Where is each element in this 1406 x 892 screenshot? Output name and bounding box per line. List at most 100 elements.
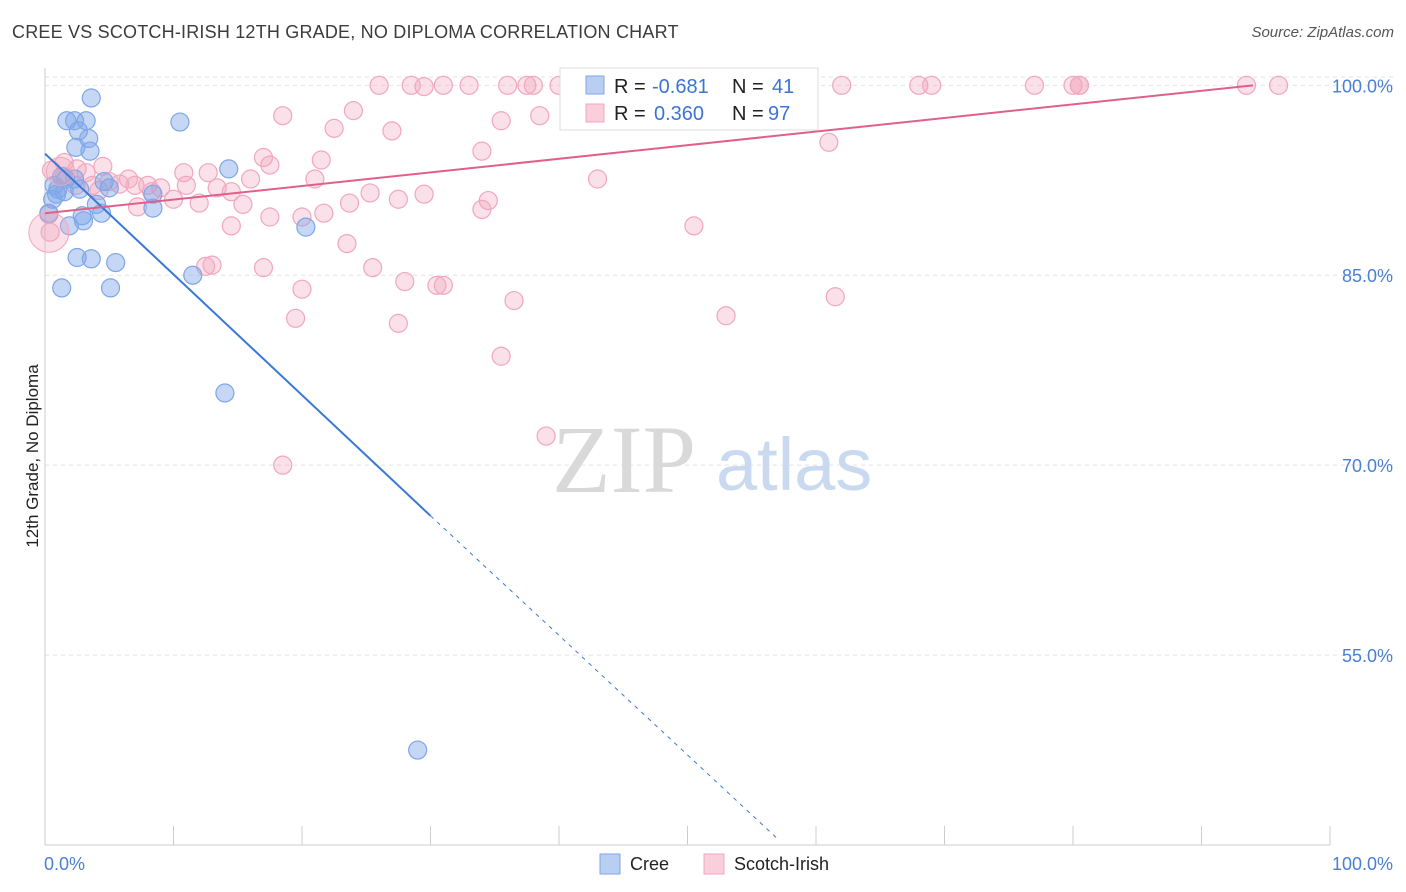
scotch-irish-point bbox=[395, 271, 415, 292]
cree-point bbox=[99, 178, 119, 198]
x-tick-label: 0.0% bbox=[44, 854, 85, 874]
watermark-atlas: atlas bbox=[716, 423, 872, 506]
scotch-irish-point bbox=[76, 163, 96, 183]
scotch-irish-point bbox=[1063, 75, 1083, 95]
y-tick-label: 85.0% bbox=[1342, 266, 1393, 286]
scotch-irish-point bbox=[517, 75, 537, 95]
cree-point bbox=[52, 278, 72, 298]
scotch-irish-point bbox=[825, 287, 845, 307]
scotch-irish-point bbox=[221, 216, 241, 236]
scotch-irish-point bbox=[198, 163, 218, 183]
scotch-irish-point bbox=[285, 308, 306, 328]
x-tick-label: 100.0% bbox=[1332, 854, 1393, 874]
scotch-irish-point bbox=[292, 207, 312, 227]
scotch-irish-point bbox=[536, 426, 556, 446]
scotch-irish-point bbox=[684, 216, 704, 236]
cree-point bbox=[143, 184, 163, 204]
scotch-irish-point bbox=[472, 199, 492, 220]
scotch-irish-point bbox=[1268, 75, 1289, 95]
scotch-irish-point bbox=[241, 169, 261, 189]
scotch-irish-point bbox=[388, 313, 408, 333]
scotch-irish-point bbox=[260, 207, 280, 227]
scotch-irish-point bbox=[427, 275, 447, 295]
grid-lines bbox=[45, 76, 1395, 656]
scotch-irish-point bbox=[314, 203, 334, 223]
legend-n-label: N = bbox=[732, 103, 764, 125]
scotch-irish-point bbox=[109, 174, 130, 194]
cree-point bbox=[100, 278, 121, 298]
cree-point bbox=[170, 112, 190, 132]
scotch-irish-point bbox=[491, 346, 511, 366]
watermark-zip: ZIP bbox=[552, 406, 696, 513]
scotch-irish-point bbox=[45, 156, 75, 186]
legend-row-cree: R = -0.681 N = 41 bbox=[585, 75, 794, 98]
cree-point bbox=[54, 182, 74, 202]
bottom-legend-label-scotch-irish: Scotch-Irish bbox=[734, 854, 829, 874]
scotch-irish-point bbox=[382, 121, 402, 141]
scotch-irish-trend-line bbox=[44, 84, 1254, 215]
legend-r-label: R = bbox=[614, 76, 646, 98]
scotch-irish-point bbox=[388, 189, 408, 209]
scotch-irish-point bbox=[253, 258, 274, 278]
cree-point bbox=[219, 159, 239, 179]
scotch-irish-point bbox=[459, 75, 479, 95]
scotch-irish-point bbox=[498, 75, 518, 95]
cree-point bbox=[81, 88, 101, 108]
scotch-irish-point bbox=[491, 111, 511, 131]
cree-point bbox=[67, 247, 87, 268]
bottom-legend-swatch-cree bbox=[599, 853, 621, 875]
scotch-irish-point bbox=[176, 175, 196, 195]
scotch-irish-point bbox=[28, 211, 70, 253]
chart-title: CREE VS SCOTCH-IRISH 12TH GRADE, NO DIPL… bbox=[12, 22, 679, 42]
legend-box: R = -0.681 N = 41 R = 0.360 N = 97 bbox=[559, 67, 819, 131]
scotch-irish-point bbox=[343, 101, 363, 121]
scotch-irish-point bbox=[716, 306, 736, 326]
data-points bbox=[28, 75, 1289, 760]
legend-r-value: 0.360 bbox=[654, 103, 704, 125]
scotch-irish-point bbox=[189, 193, 209, 213]
scotch-irish-point bbox=[339, 193, 360, 213]
scotch-irish-point bbox=[363, 258, 383, 278]
scotch-irish-point bbox=[587, 169, 608, 189]
scotch-irish-point bbox=[1069, 75, 1090, 95]
cree-point bbox=[59, 216, 80, 236]
bottom-legend-swatch-scotch-irish bbox=[703, 853, 725, 875]
scotch-irish-point bbox=[433, 75, 453, 95]
scotch-irish-point bbox=[253, 147, 274, 168]
scotch-irish-point bbox=[360, 183, 380, 203]
bottom-legend: Cree Scotch-Irish bbox=[599, 853, 829, 875]
x-tick-labels: 0.0% 100.0% bbox=[44, 854, 1393, 874]
scotch-irish-point bbox=[523, 75, 543, 95]
scotch-irish-point bbox=[82, 175, 103, 195]
bottom-legend-label-cree: Cree bbox=[630, 854, 669, 874]
scotch-irish-point bbox=[311, 150, 331, 170]
scotch-irish-point bbox=[832, 75, 852, 95]
cree-point bbox=[215, 383, 235, 403]
cree-point bbox=[143, 198, 163, 218]
legend-swatch-cree bbox=[585, 75, 605, 95]
scotch-irish-point bbox=[174, 163, 194, 183]
source-label: Source: ZipAtlas.com bbox=[1251, 24, 1394, 41]
cree-point bbox=[94, 171, 114, 192]
scotch-irish-point bbox=[1024, 75, 1045, 95]
cree-point bbox=[91, 203, 112, 223]
y-axis-label: 12th Grade, No Diploma bbox=[23, 364, 42, 548]
y-tick-label: 100.0% bbox=[1332, 76, 1393, 96]
legend-r-value: -0.681 bbox=[652, 76, 709, 98]
cree-trend-extension bbox=[430, 515, 778, 840]
legend-swatch-scotch-irish bbox=[585, 103, 605, 123]
scotch-irish-point bbox=[922, 75, 942, 95]
scotch-irish-point bbox=[273, 106, 293, 126]
cree-point bbox=[296, 217, 316, 237]
y-tick-labels: 100.0% 85.0% 70.0% 55.0% bbox=[1332, 76, 1393, 666]
legend-row-scotch-irish: R = 0.360 N = 97 bbox=[585, 103, 790, 125]
cree-point bbox=[183, 265, 203, 285]
scotch-irish-point bbox=[472, 141, 492, 161]
cree-trend-line bbox=[44, 152, 432, 517]
cree-point bbox=[408, 740, 428, 760]
cree-point bbox=[66, 137, 86, 157]
scotch-irish-point bbox=[414, 76, 434, 97]
scotch-irish-point bbox=[40, 222, 60, 242]
scotch-irish-point bbox=[273, 455, 293, 475]
